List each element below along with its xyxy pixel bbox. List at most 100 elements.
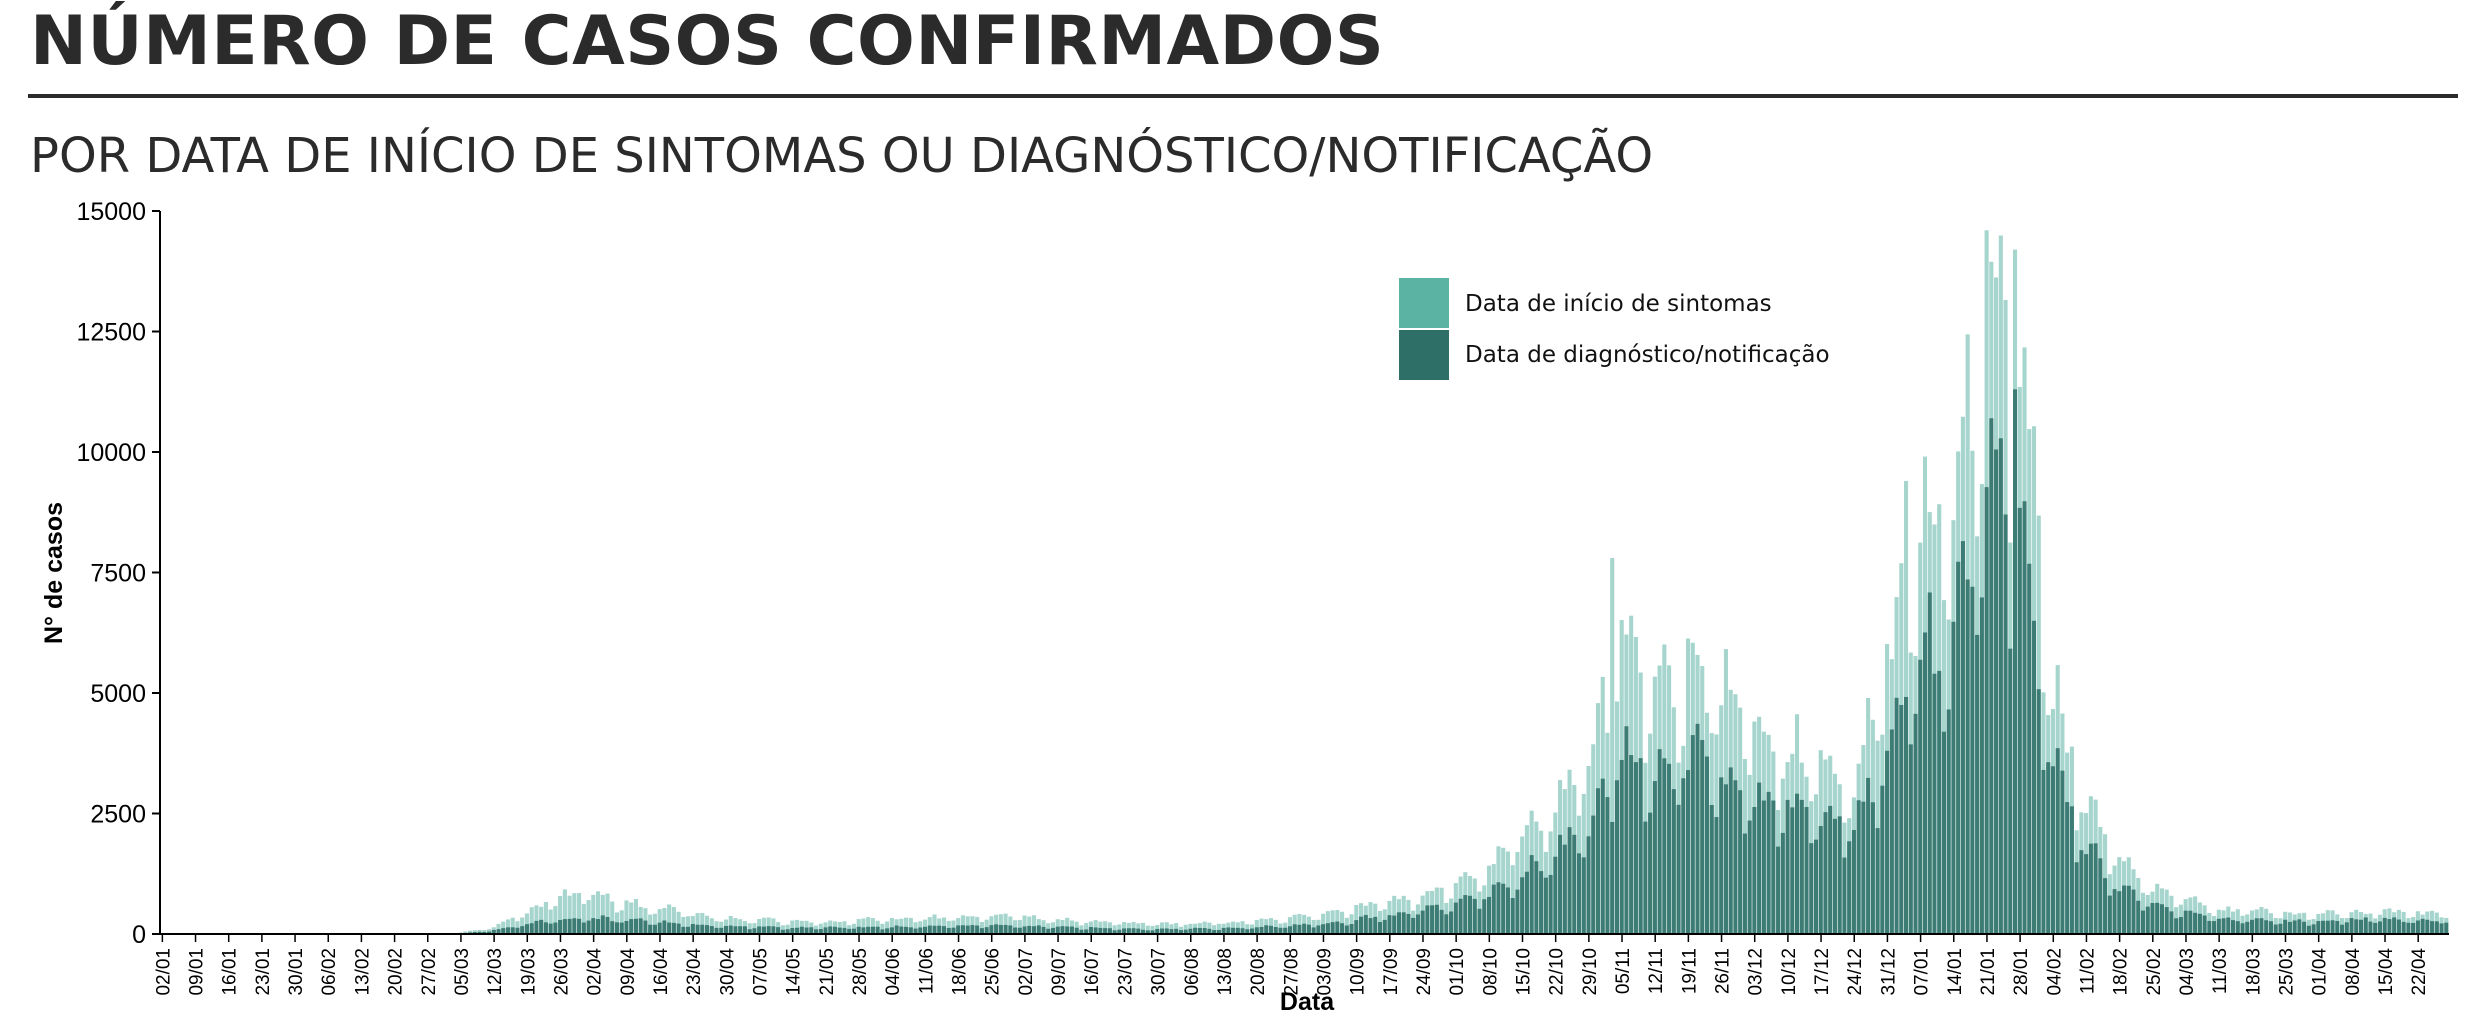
symptom-onset-bar bbox=[960, 915, 965, 934]
diagnosis-bar bbox=[1558, 834, 1563, 934]
diagnosis-bar bbox=[1396, 912, 1401, 934]
diagnosis-bar bbox=[1273, 927, 1278, 934]
symptom-onset-bar bbox=[1112, 925, 1117, 934]
diagnosis-bar bbox=[1690, 735, 1695, 934]
symptom-onset-bar bbox=[842, 921, 847, 934]
x-tick-label: 12/03 bbox=[485, 948, 506, 996]
diagnosis-bar bbox=[979, 928, 984, 934]
diagnosis-bar bbox=[1240, 928, 1245, 934]
diagnosis-bar bbox=[2065, 802, 2070, 934]
x-tick-label: 04/06 bbox=[883, 948, 904, 996]
diagnosis-bar bbox=[652, 924, 657, 934]
diagnosis-bar bbox=[1600, 778, 1605, 934]
symptom-onset-bar bbox=[572, 893, 577, 934]
diagnosis-bar bbox=[975, 925, 980, 934]
symptom-onset-bar bbox=[1003, 913, 1008, 934]
x-tick-label: 18/03 bbox=[2243, 948, 2264, 996]
symptom-onset-bar bbox=[889, 917, 894, 934]
diagnosis-bar bbox=[1197, 927, 1202, 934]
symptom-onset-bar bbox=[1013, 920, 1018, 934]
diagnosis-bar bbox=[1553, 856, 1558, 934]
symptom-onset-bar bbox=[1107, 922, 1112, 934]
diagnosis-bar bbox=[2003, 514, 2008, 934]
diagnosis-bar bbox=[1719, 777, 1724, 934]
diagnosis-bar bbox=[1989, 418, 1994, 934]
diagnosis-bar bbox=[728, 925, 733, 934]
diagnosis-bar bbox=[662, 920, 667, 934]
symptom-onset-bar bbox=[581, 903, 586, 934]
symptom-onset-bar bbox=[624, 900, 629, 934]
diagnosis-bar bbox=[1363, 914, 1368, 934]
diagnosis-bar bbox=[1131, 928, 1136, 934]
legend-swatch-diagnosis bbox=[1399, 330, 1449, 380]
diagnosis-bar bbox=[2344, 922, 2349, 934]
symptom-onset-bar bbox=[520, 917, 525, 934]
diagnosis-bar bbox=[553, 922, 558, 934]
diagnosis-bar bbox=[2268, 921, 2273, 934]
symptom-onset-bar bbox=[998, 914, 1003, 934]
diagnosis-bar bbox=[1686, 770, 1691, 934]
symptom-onset-bar bbox=[705, 915, 710, 934]
diagnosis-bar bbox=[1103, 928, 1108, 934]
chart-legend: Data de início de sintomas Data de diagn… bbox=[1399, 278, 1830, 380]
diagnosis-bar bbox=[1325, 923, 1330, 934]
diagnosis-bar bbox=[577, 918, 582, 934]
y-tick-label: 5000 bbox=[90, 680, 146, 708]
diagnosis-bar bbox=[1027, 925, 1032, 934]
diagnosis-bar bbox=[1202, 928, 1207, 934]
diagnosis-bar bbox=[1392, 915, 1397, 934]
diagnosis-bar bbox=[851, 928, 856, 934]
symptom-onset-bar bbox=[1079, 925, 1084, 934]
diagnosis-bar bbox=[562, 919, 567, 934]
diagnosis-bar bbox=[2093, 843, 2098, 934]
symptom-onset-bar bbox=[463, 931, 468, 934]
diagnosis-bar bbox=[534, 920, 539, 934]
symptom-onset-bar bbox=[1145, 925, 1150, 934]
diagnosis-bar bbox=[1548, 874, 1553, 934]
x-tick-label: 25/06 bbox=[983, 948, 1004, 996]
diagnosis-bar bbox=[832, 926, 838, 934]
diagnosis-bar bbox=[1875, 828, 1880, 934]
symptom-onset-bar bbox=[657, 909, 662, 934]
diagnosis-bar bbox=[2430, 921, 2435, 934]
diagnosis-bar bbox=[1411, 917, 1416, 934]
diagnosis-bar bbox=[1520, 877, 1525, 934]
diagnosis-bar bbox=[2382, 917, 2387, 934]
diagnosis-bar bbox=[1368, 918, 1373, 934]
diagnosis-bar bbox=[923, 926, 928, 934]
diagnosis-bar bbox=[1842, 857, 1847, 934]
diagnosis-bar bbox=[2235, 921, 2240, 934]
diagnosis-bar bbox=[2145, 906, 2150, 934]
diagnosis-bar bbox=[1956, 561, 1961, 934]
symptom-onset-bar bbox=[923, 919, 928, 934]
diagnosis-bar bbox=[814, 929, 819, 934]
diagnosis-bar bbox=[2103, 878, 2108, 934]
diagnosis-bar bbox=[501, 928, 506, 934]
diagnosis-bar bbox=[1681, 778, 1686, 934]
title-divider bbox=[28, 94, 2458, 98]
diagnosis-bar bbox=[2122, 885, 2127, 934]
symptom-onset-bar bbox=[515, 921, 520, 934]
diagnosis-bar bbox=[913, 928, 918, 934]
x-tick-label: 15/04 bbox=[2376, 948, 2397, 996]
diagnosis-bar bbox=[520, 926, 525, 934]
y-tick-label: 10000 bbox=[76, 439, 146, 467]
diagnosis-bar bbox=[1899, 704, 1904, 934]
diagnosis-bar bbox=[1828, 805, 1833, 934]
diagnosis-bar bbox=[847, 928, 852, 934]
diagnosis-bar bbox=[742, 926, 747, 934]
diagnosis-bar bbox=[1970, 586, 1975, 934]
diagnosis-bar bbox=[1714, 817, 1719, 934]
diagnosis-bar bbox=[904, 926, 909, 934]
diagnosis-bar bbox=[2150, 902, 2155, 934]
diagnosis-bar bbox=[1790, 807, 1795, 934]
x-tick-label: 04/02 bbox=[2044, 948, 2065, 996]
diagnosis-bar bbox=[676, 923, 681, 934]
diagnosis-bar bbox=[1723, 784, 1728, 934]
diagnosis-bar bbox=[1340, 923, 1345, 934]
diagnosis-bar bbox=[1885, 750, 1890, 934]
x-tick-label: 20/02 bbox=[386, 948, 407, 996]
diagnosis-bar bbox=[1960, 541, 1965, 934]
series-diagnosis-bars bbox=[430, 389, 2449, 935]
diagnosis-bar bbox=[1757, 782, 1762, 934]
